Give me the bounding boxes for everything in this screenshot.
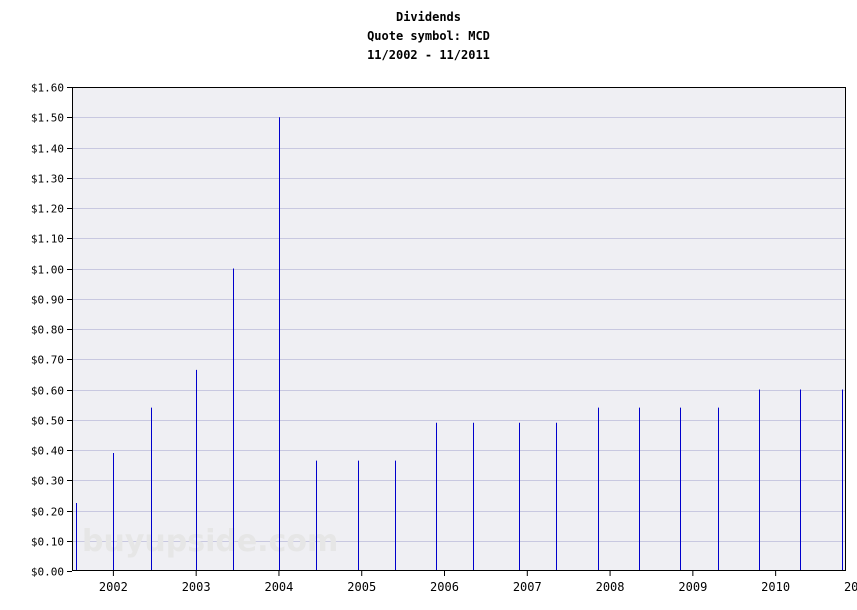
x-tick-label: 2009 <box>678 580 707 594</box>
y-tick-label: $0.00 <box>31 566 64 579</box>
y-tick-label: $0.50 <box>31 415 64 428</box>
gridlines <box>72 117 846 542</box>
x-axis: 2002 2003 2004 2005 2006 2007 2008 2009 2010 2011 <box>99 571 857 594</box>
chart-date-range: 11/2002 - 11/2011 <box>367 48 490 62</box>
y-tick-label: $0.40 <box>31 445 64 458</box>
y-tick-label: $0.60 <box>31 385 64 398</box>
y-tick-label: $1.00 <box>31 264 64 277</box>
y-tick-label: $1.30 <box>31 173 64 186</box>
y-tick-label: $1.40 <box>31 143 64 156</box>
x-tick-label: 2004 <box>264 580 293 594</box>
x-tick-label: 2010 <box>761 580 790 594</box>
y-tick-label: $0.70 <box>31 354 64 367</box>
y-tick-label: $0.90 <box>31 294 64 307</box>
x-tick-label: 2003 <box>182 580 211 594</box>
dividend-bars <box>76 117 843 571</box>
x-tick-label: 2007 <box>513 580 542 594</box>
y-tick-label: $0.80 <box>31 324 64 337</box>
chart-subtitle: Quote symbol: MCD <box>367 29 490 43</box>
y-axis: $0.00 $0.10 $0.20 $0.30 $0.40 $0.50 $0.60 $0.70… <box>31 82 72 579</box>
y-tick-label: $1.20 <box>31 203 64 216</box>
plot-border <box>72 87 846 571</box>
y-tick-label: $1.60 <box>31 82 64 95</box>
y-tick-label: $0.10 <box>31 536 64 549</box>
chart-title: Dividends <box>395 10 462 24</box>
y-tick-label: $0.30 <box>31 475 64 488</box>
x-tick-label: 2011 <box>844 580 857 594</box>
y-tick-label: $1.10 <box>31 233 64 246</box>
x-tick-label: 2005 <box>347 580 376 594</box>
y-tick-label: $0.20 <box>31 506 64 519</box>
watermark: buyupside.com <box>82 524 338 559</box>
x-tick-label: 2002 <box>99 580 128 594</box>
x-tick-label: 2006 <box>430 580 459 594</box>
y-tick-label: $1.50 <box>31 112 64 125</box>
x-tick-label: 2008 <box>596 580 625 594</box>
